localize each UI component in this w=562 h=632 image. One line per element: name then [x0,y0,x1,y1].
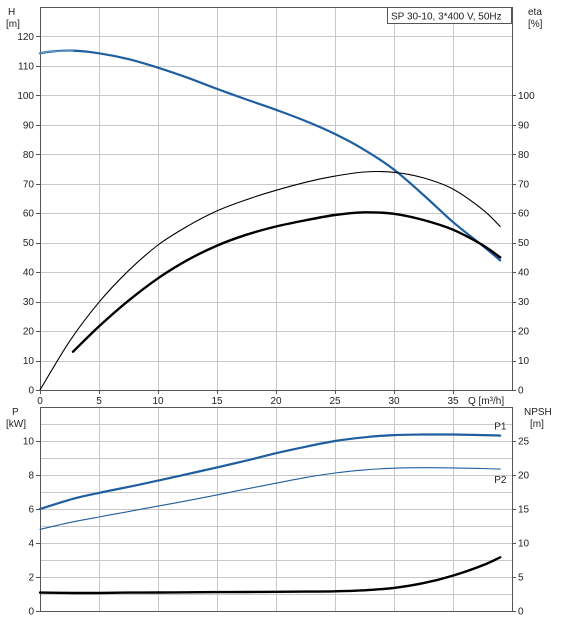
top-right-axis-unit: [%] [528,19,543,30]
top-right-tick-label: 0 [518,386,524,397]
bottom-left-tick-label: 2 [28,573,34,584]
labels-layer: 0102030405060708090100110120010203040506… [6,7,552,618]
bottom-right-tick-label: 0 [518,607,524,618]
top-left-tick-label: 40 [23,268,35,279]
top-left-axis-name: H [8,7,15,18]
bottom-right-axis-name: NPSH [524,407,552,418]
top-right-tick-label: 20 [518,327,530,338]
top-left-tick-label: 120 [17,32,34,43]
head-curve [38,49,502,262]
top-left-tick-label: 60 [23,209,35,220]
top-right-axis-name: eta [528,7,542,18]
x-tick-label: 30 [388,396,400,407]
bottom-right-axis-unit: [m] [530,419,544,430]
x-tick-label: 20 [270,396,282,407]
bottom-left-tick-label: 10 [23,437,35,448]
top-right-tick-label: 30 [518,297,530,308]
p1-curve [38,433,502,511]
x-tick-label: 5 [96,396,102,407]
top-chart-grid [40,7,513,391]
top-left-tick-label: 80 [23,150,35,161]
bottom-right-tick-label: 15 [518,505,530,516]
top-left-tick-label: 0 [28,386,34,397]
head-curve-extension [39,50,74,54]
eta-total-curve [39,170,501,391]
top-left-tick-label: 90 [23,120,35,131]
top-right-tick-label: 40 [518,268,530,279]
top-right-tick-label: 60 [518,209,530,220]
bottom-left-tick-label: 0 [28,607,34,618]
bottom-right-tick-label: 5 [518,573,524,584]
bottom-left-tick-label: 4 [28,539,34,550]
top-left-tick-label: 20 [23,327,35,338]
top-left-tick-label: 110 [18,61,34,72]
bottom-left-tick-label: 6 [28,505,34,516]
bottom-right-tick-label: 20 [518,471,530,482]
x-tick-label: 15 [211,396,223,407]
top-left-axis-unit: [m] [6,19,20,30]
top-right-tick-label: 70 [518,179,530,190]
top-right-tick-label: 10 [518,356,530,367]
top-left-tick-label: 30 [23,297,35,308]
top-right-tick-label: 50 [518,238,530,249]
p2-series-label: P2 [494,475,507,486]
top-right-tick-label: 100 [518,91,535,102]
chart-title: SP 30-10, 3*400 V, 50Hz [391,12,502,23]
bottom-right-tick-label: 10 [518,539,530,550]
npsh-curve [38,556,502,595]
top-right-tick-label: 90 [518,120,530,131]
x-tick-label: 10 [152,396,164,407]
bottom-right-tick-label: 25 [518,437,530,448]
series-layer [38,49,502,595]
p2-curve [39,467,501,530]
p1-series-label: P1 [494,422,507,433]
eta-pump-curve [71,211,502,353]
chart-title-box [387,7,512,24]
bottom-left-axis-unit: [kW] [6,419,26,430]
bottom-left-axis-name: P [12,407,19,418]
bottom-left-tick-label: 8 [28,471,34,482]
x-tick-label: 0 [37,396,43,407]
top-left-tick-label: 50 [23,238,35,249]
x-tick-label: 25 [329,396,341,407]
bottom-chart-grid [40,407,513,612]
x-axis-label: Q [m³/h] [468,396,504,407]
top-left-tick-label: 70 [23,179,35,190]
x-tick-label: 35 [447,396,459,407]
top-right-tick-label: 80 [518,150,530,161]
top-left-tick-label: 10 [23,356,35,367]
top-left-tick-label: 100 [17,91,34,102]
